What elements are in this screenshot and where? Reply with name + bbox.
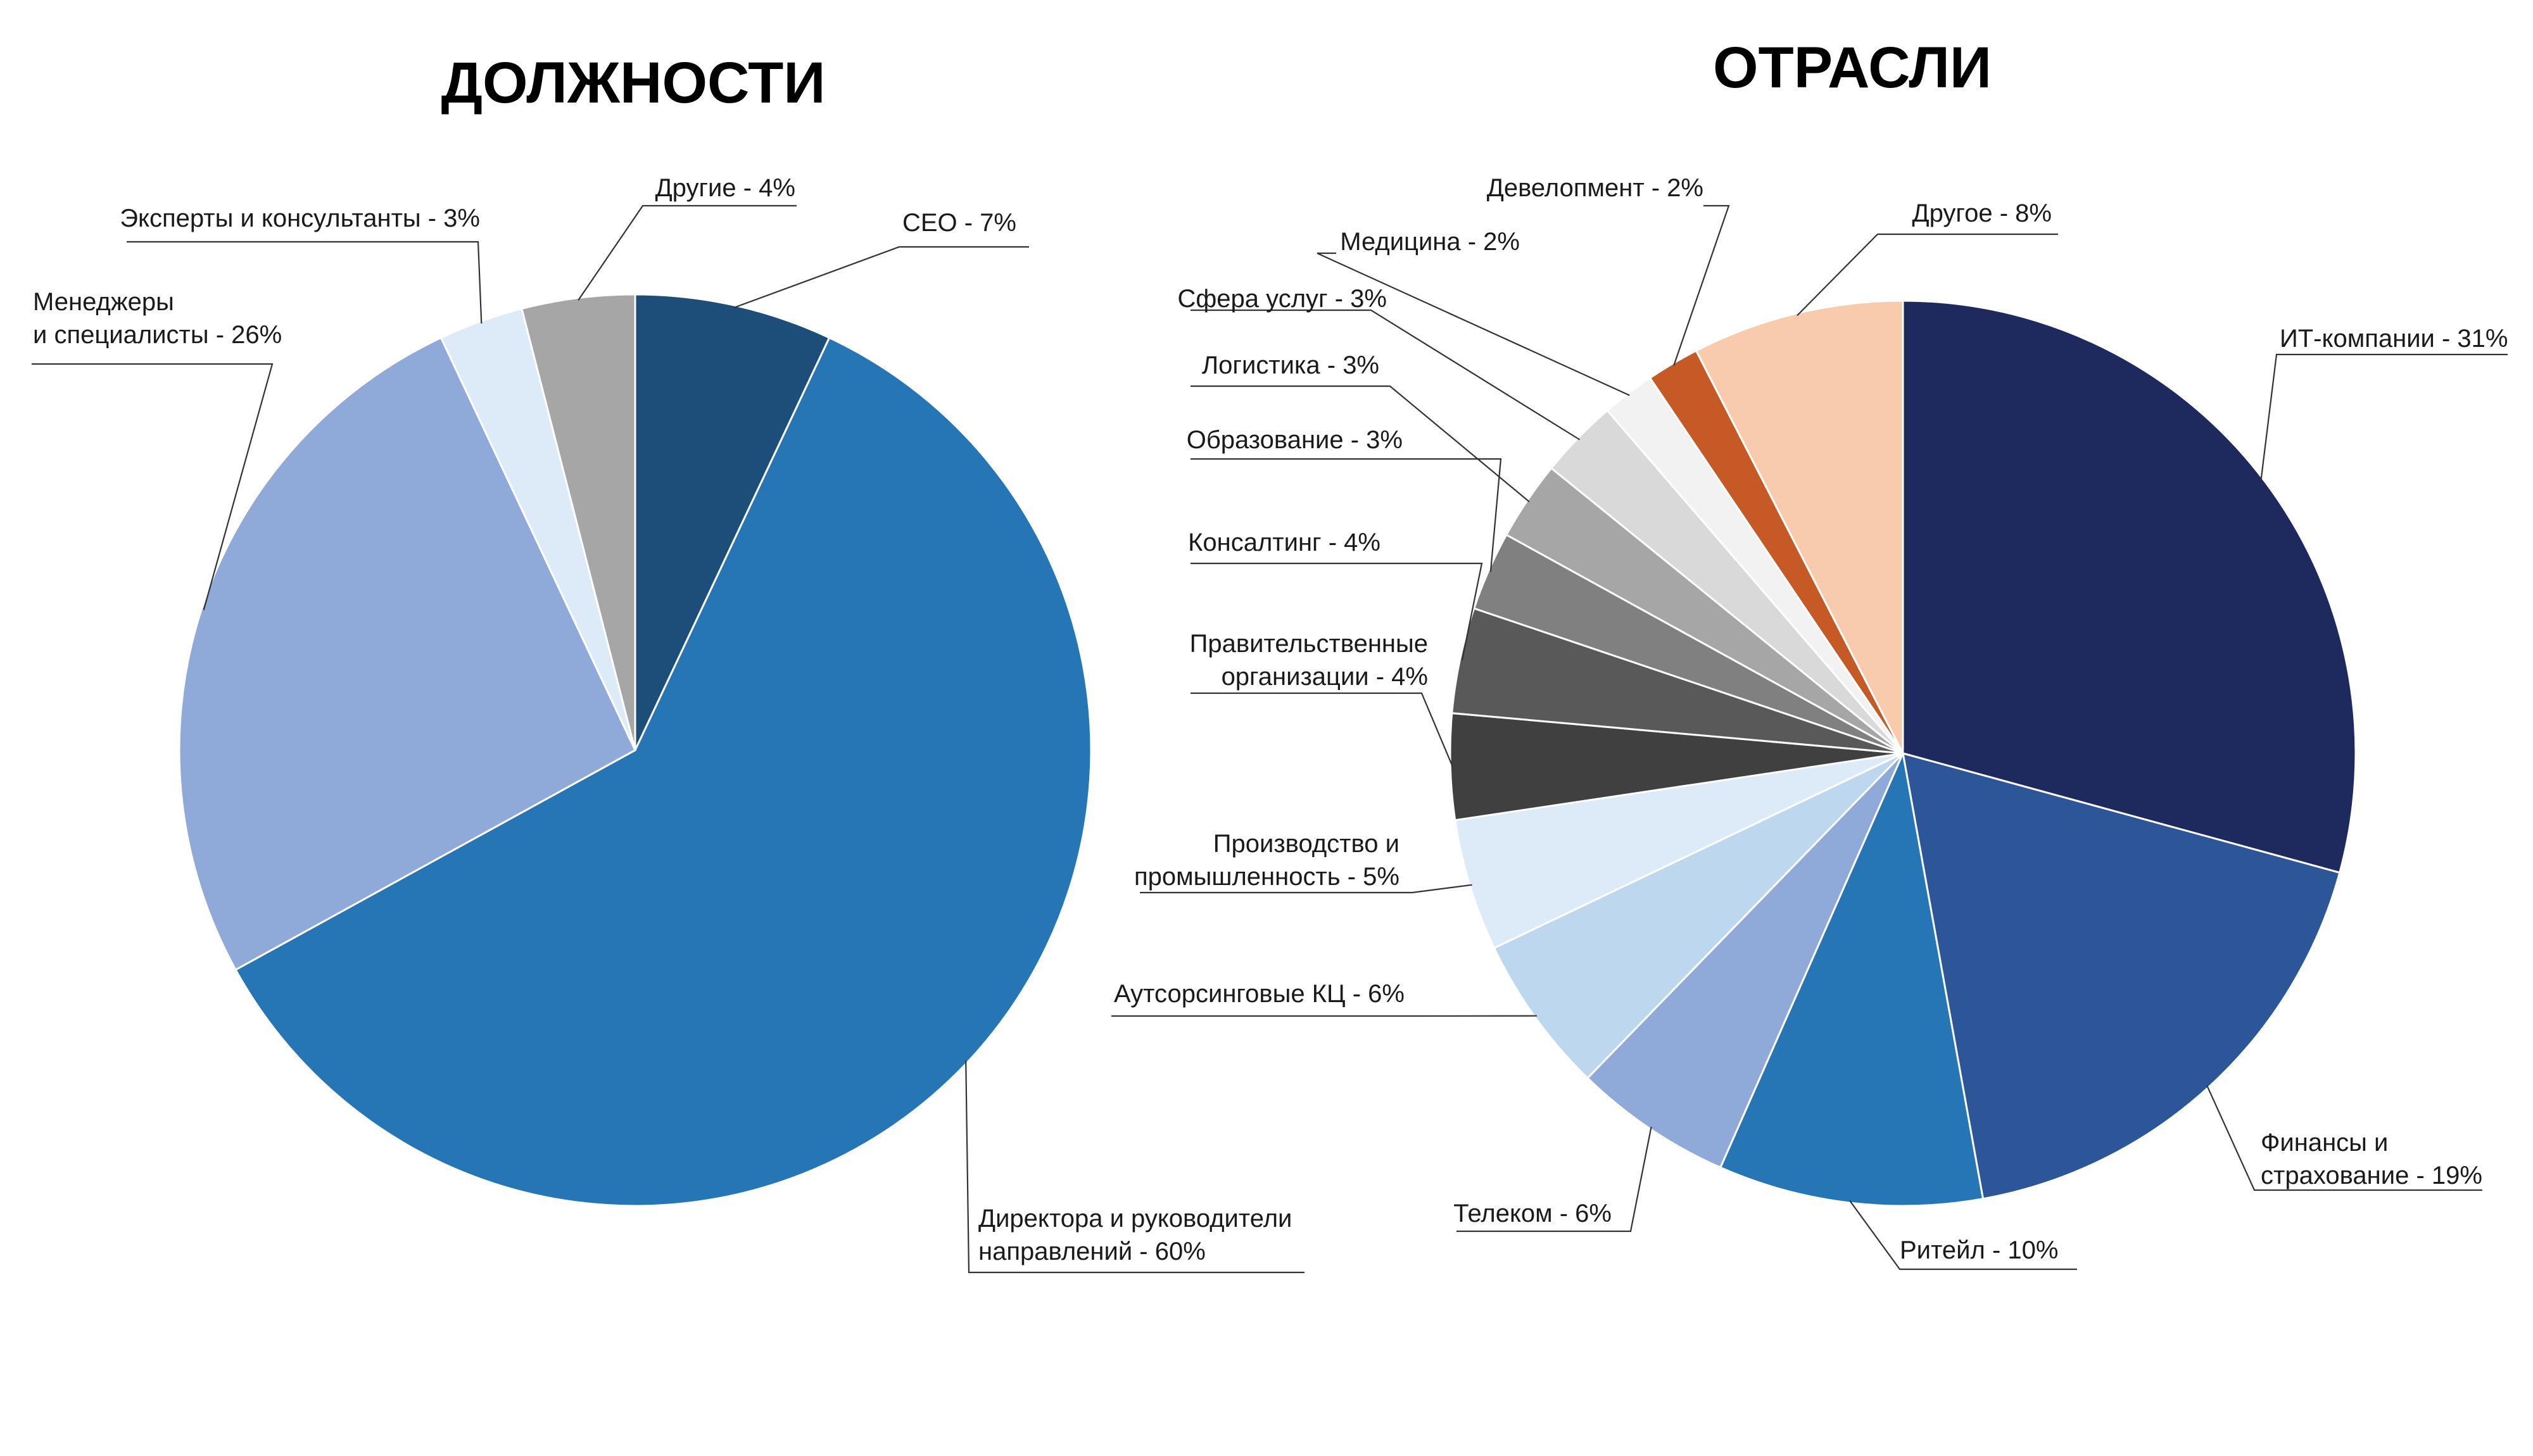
leader-line [1140,884,1472,894]
slice-label: ИТ-компании - 31% [2280,325,2508,353]
slice-label: Телеком - 6% [1453,1200,1612,1227]
positions-pie-chart: ДОЛЖНОСТИ CEO - 7% Директора и руководите… [32,51,1304,1274]
slice-label: Девелопмент - 2% [1487,174,1703,202]
positions-slices [178,293,1092,1207]
positions-labels: CEO - 7% Директора и руководители направле… [33,174,1292,1265]
slice-label: Логистика - 3% [1202,351,1379,379]
pie-slice [634,293,831,751]
slice-label: Правительственные организации - 4% [1190,630,1428,691]
pie-slice [521,293,636,751]
positions-chart-title: ДОЛЖНОСТИ [441,51,826,115]
slice-label: Аутсорсинговые КЦ - 6% [1114,980,1405,1008]
slice-label: Консалтинг - 4% [1188,529,1380,556]
slice-label: Эксперты и консультанты - 3% [120,204,480,232]
slice-label: Медицина - 2% [1340,228,1520,256]
slice-label: CEO - 7% [902,209,1016,237]
pie-slice [1902,299,2357,874]
industries-chart-title: ОТРАСЛИ [1713,35,1992,100]
leader-line [1456,1126,1652,1233]
positions-leader-lines [32,204,1304,1274]
leader-line [1191,309,1581,441]
leader-line [32,363,274,610]
slice-label: Образование - 3% [1187,426,1403,454]
leader-line [127,241,483,324]
leader-line [965,1060,1304,1274]
slice-label: Менеджеры и специалисты - 26% [33,288,282,349]
leader-line [578,204,797,301]
leader-line [1191,385,1530,503]
industries-slices [1449,299,2357,1207]
leader-line [1191,562,1483,661]
pie-slice [1586,752,1904,1169]
slice-label: Финансы и страхование - 19% [2261,1129,2482,1189]
leader-line [1797,233,2058,317]
leader-line [1191,692,1453,767]
industries-labels: ИТ-компании - 31% Финансы и страхование - … [1114,174,2508,1264]
industries-pie-chart: ОТРАСЛИ ИТ-компании - 31% Финансы и страхо… [1111,35,2508,1271]
leader-line [733,246,1029,308]
leader-line [2260,353,2508,480]
leader-line [2206,1085,2482,1191]
pie-slice [234,336,1092,1207]
leader-line [1673,204,1730,366]
slice-label: Производство и промышленность - 5% [1134,830,1399,891]
pie-slice [1719,750,1985,1207]
pie-slice [1493,752,1904,1080]
slice-label: Другое - 8% [1912,199,2052,227]
leader-line [1317,252,1630,396]
slice-label: Директора и руководители направлений - 60… [978,1205,1292,1265]
leader-line [1191,458,1502,572]
pie-slice [178,336,636,971]
industries-leader-lines [1111,204,2508,1271]
slice-label: Ритейл - 10% [1900,1236,2058,1264]
pie-slice [1695,299,1904,754]
slice-label: Сфера услуг - 3% [1178,285,1387,313]
slice-label: Другие - 4% [655,174,795,202]
leader-line [1849,1200,2077,1271]
